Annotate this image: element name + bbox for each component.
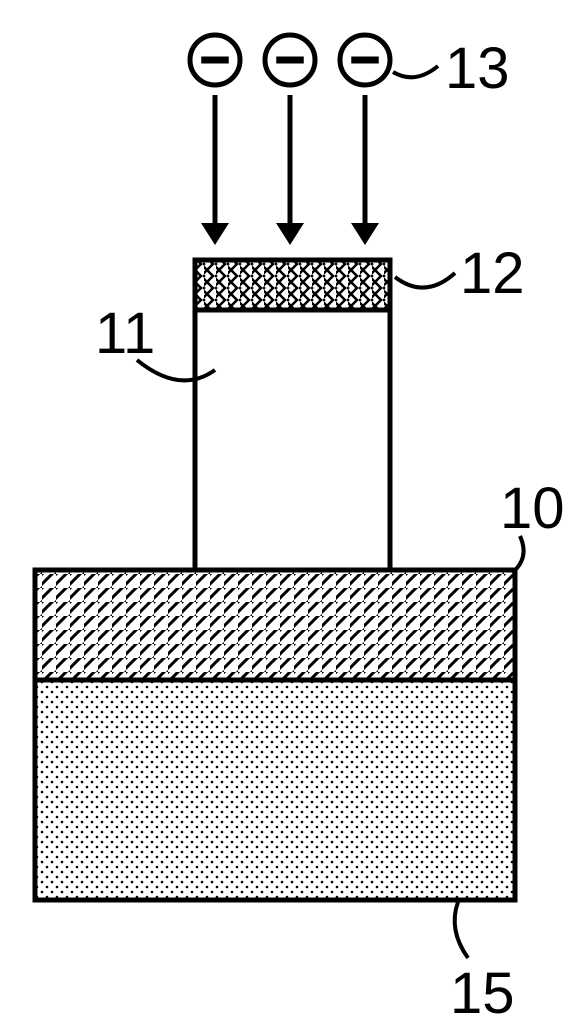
arrows-group xyxy=(201,95,379,245)
layer-mid xyxy=(35,570,515,680)
label-13: 13 xyxy=(445,35,510,102)
label-11: 11 xyxy=(95,300,155,367)
minus-icon xyxy=(351,57,379,64)
minus-icon xyxy=(276,57,304,64)
leader-l12 xyxy=(395,273,455,288)
layer-substrate xyxy=(35,680,515,900)
layer-pillar xyxy=(195,310,390,570)
particles-group xyxy=(190,35,390,85)
leader-l13 xyxy=(393,66,438,77)
label-15: 15 xyxy=(450,960,515,1027)
leader-l15 xyxy=(455,902,468,958)
label-10: 10 xyxy=(500,475,565,542)
label-12: 12 xyxy=(460,240,525,307)
diagram-svg xyxy=(0,0,578,1034)
layer-cap xyxy=(195,260,390,310)
minus-icon xyxy=(201,57,229,64)
